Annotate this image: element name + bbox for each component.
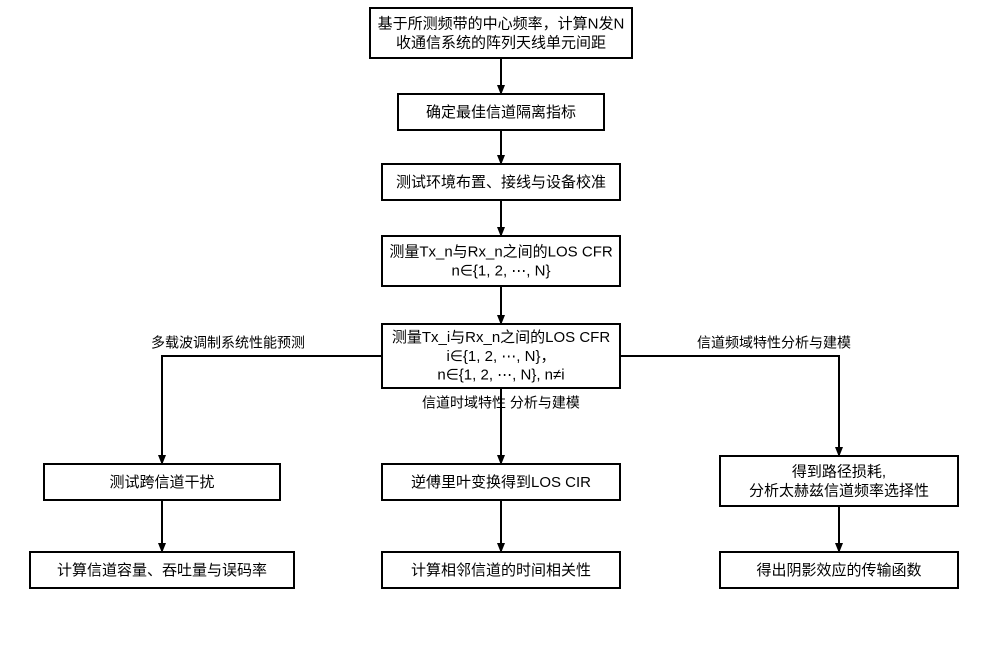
flow-node: 得到路径损耗,分析太赫兹信道频率选择性 (720, 456, 958, 506)
node-label: 测试跨信道干扰 (109, 474, 214, 491)
flow-node: 逆傅里叶变换得到LOS CIR (382, 464, 620, 500)
flow-node: 基于所测频带的中心频率，计算N发N收通信系统的阵列天线单元间距 (370, 8, 632, 58)
node-label: n∈{1, 2, ⋯, N}, n≠i (437, 367, 564, 384)
node-label: 收通信系统的阵列天线单元间距 (396, 34, 606, 51)
edge-label: 信道时域特性 分析与建模 (422, 395, 580, 411)
flow-node: 确定最佳信道隔离指标 (398, 94, 604, 130)
node-label: 计算相邻信道的时间相关性 (411, 561, 591, 579)
node-label: n∈{1, 2, ⋯, N} (452, 262, 551, 279)
node-label: 测量Tx_n与Rx_n之间的LOS CFR (389, 244, 613, 261)
node-label: 得出阴影效应的传输函数 (756, 561, 921, 579)
node-label: 逆傅里叶变换得到LOS CIR (411, 474, 591, 491)
edge-label: 多载波调制系统性能预测 (151, 335, 305, 351)
flow-edge (620, 356, 839, 456)
node-label: 确定最佳信道隔离指标 (426, 104, 576, 121)
flow-node: 计算相邻信道的时间相关性 (382, 552, 620, 588)
node-label: 基于所测频带的中心频率，计算N发N (378, 15, 625, 33)
flow-node: 得出阴影效应的传输函数 (720, 552, 958, 588)
node-label: 测量Tx_i与Rx_n之间的LOS CFR (392, 329, 611, 346)
node-label: 得到路径损耗, (792, 464, 886, 481)
node-label: 计算信道容量、吞吐量与误码率 (57, 561, 267, 579)
flow-node: 测量Tx_n与Rx_n之间的LOS CFRn∈{1, 2, ⋯, N} (382, 236, 620, 286)
node-label: 分析太赫兹信道频率选择性 (749, 482, 929, 499)
flowchart: 信道时域特性 分析与建模 多载波调制系统性能预测 信道频域特性分析与建模 基于所测频带… (0, 0, 1000, 649)
flow-edge (162, 356, 382, 464)
flow-node: 计算信道容量、吞吐量与误码率 (30, 552, 294, 588)
flow-node: 测试环境布置、接线与设备校准 (382, 164, 620, 200)
node-label: 测试环境布置、接线与设备校准 (396, 173, 606, 191)
node-label: i∈{1, 2, ⋯, N}， (447, 348, 556, 365)
flow-node: 测试跨信道干扰 (44, 464, 280, 500)
edge-label: 信道频域特性分析与建模 (697, 335, 851, 351)
flow-node: 测量Tx_i与Rx_n之间的LOS CFR i∈{1, 2, ⋯, N}， n∈{1… (382, 324, 620, 388)
